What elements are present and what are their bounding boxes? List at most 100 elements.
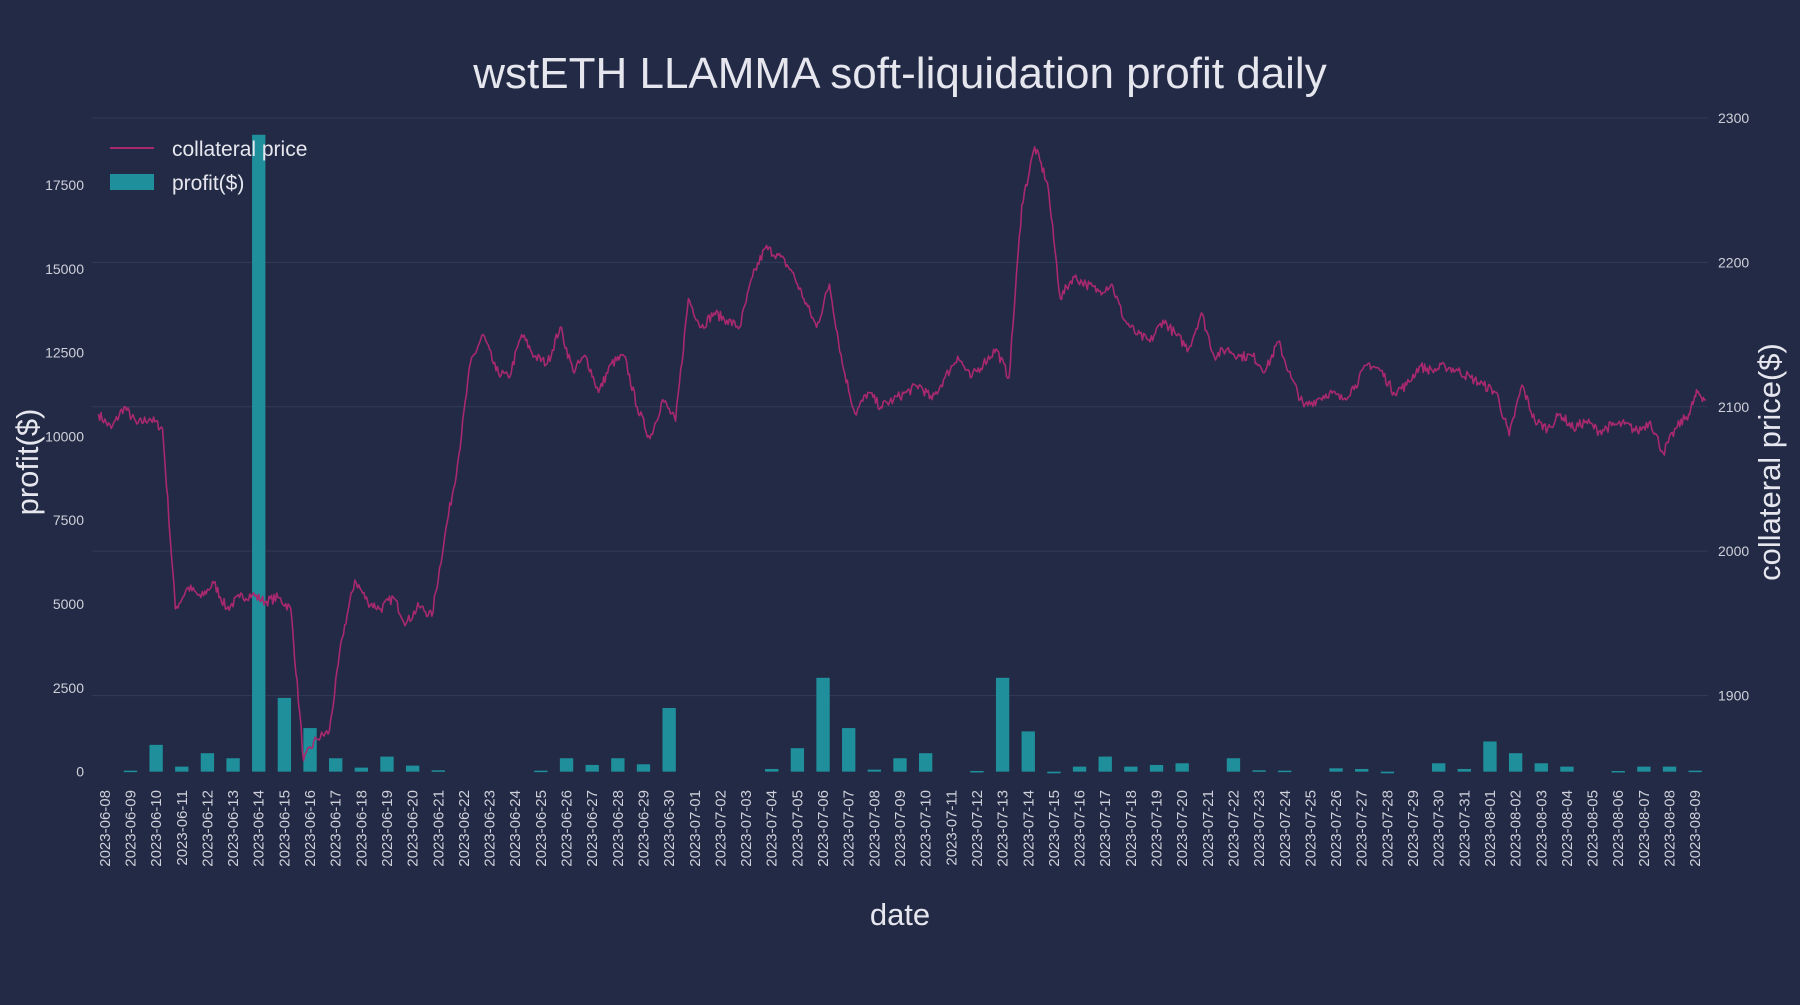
x-tick-label: 2023-07-10 xyxy=(918,790,935,867)
x-tick-label: 2023-07-28 xyxy=(1379,790,1396,867)
x-tick-label: 2023-08-04 xyxy=(1559,790,1576,867)
x-tick-label: 2023-06-10 xyxy=(148,790,165,867)
profit-bar xyxy=(1483,741,1497,772)
profit-bar xyxy=(1380,771,1395,774)
profit-bar xyxy=(867,769,882,772)
x-tick-label: 2023-07-23 xyxy=(1251,790,1268,867)
profit-bar xyxy=(995,677,1010,772)
profit-bar xyxy=(200,753,215,772)
x-tick-label: 2023-06-25 xyxy=(533,790,550,867)
x-tick-label: 2023-06-26 xyxy=(559,790,576,867)
profit-bar xyxy=(1072,766,1087,772)
line-layer xyxy=(97,146,1707,762)
x-tick-label: 2023-07-14 xyxy=(1020,790,1037,867)
x-tick-label: 2023-06-27 xyxy=(584,790,601,867)
y-tick-label-right: 2300 xyxy=(1718,110,1749,126)
x-tick-label: 2023-07-04 xyxy=(764,790,781,867)
profit-bar xyxy=(1457,768,1471,772)
x-tick-label: 2023-07-03 xyxy=(738,790,755,867)
profit-bar xyxy=(585,764,599,772)
x-tick-label: 2023-07-22 xyxy=(1225,790,1242,867)
profit-bar xyxy=(636,764,651,772)
profit-bar xyxy=(842,728,856,772)
chart-title: wstETH LLAMMA soft-liquidation profit da… xyxy=(472,49,1326,98)
y-axis-right-title: collateral price($) xyxy=(1752,343,1787,581)
x-tick-label: 2023-07-18 xyxy=(1123,790,1140,867)
profit-bar xyxy=(1662,766,1677,772)
x-tick-label: 2023-07-16 xyxy=(1072,790,1089,867)
x-tick-label: 2023-06-20 xyxy=(405,790,422,867)
profit-bar xyxy=(175,766,189,772)
x-tick-label: 2023-06-16 xyxy=(302,790,319,867)
profit-bar xyxy=(534,770,548,773)
x-tick-label: 2023-07-13 xyxy=(995,790,1012,867)
profit-bar xyxy=(1047,771,1061,774)
x-tick-label: 2023-06-23 xyxy=(482,790,499,867)
y-tick-label-right: 2100 xyxy=(1718,399,1749,415)
x-tick-label: 2023-06-30 xyxy=(661,790,678,867)
y-axis-left-title: profit($) xyxy=(10,409,45,516)
x-tick-label: 2023-07-15 xyxy=(1046,790,1063,867)
profit-bar xyxy=(611,758,625,772)
profit-bar xyxy=(380,756,394,772)
profit-bar xyxy=(1329,768,1343,772)
x-tick-label: 2023-06-14 xyxy=(251,790,268,867)
profit-bar xyxy=(1252,770,1266,772)
legend-label-collateral-price: collateral price xyxy=(172,138,307,161)
legend: collateral price profit($) xyxy=(110,138,307,195)
y-tick-label-right: 2200 xyxy=(1718,254,1749,270)
legend-label-profit: profit($) xyxy=(172,172,244,195)
x-tick-label: 2023-07-20 xyxy=(1174,790,1191,867)
y-tick-label-left: 2500 xyxy=(53,680,84,696)
profit-bar xyxy=(1175,763,1189,772)
profit-bar xyxy=(662,707,676,772)
y-tick-label-left: 0 xyxy=(76,764,84,780)
x-tick-label: 2023-06-18 xyxy=(353,790,370,867)
x-tick-label: 2023-06-11 xyxy=(174,790,191,866)
grid-layer xyxy=(92,117,1708,697)
x-tick-label: 2023-07-01 xyxy=(687,790,704,867)
profit-bar xyxy=(354,767,369,772)
y-tick-label-left: 17500 xyxy=(45,177,84,193)
profit-bar xyxy=(816,677,830,772)
x-tick-label: 2023-08-09 xyxy=(1687,790,1704,867)
profit-bar xyxy=(1508,753,1523,772)
x-tick-label: 2023-08-01 xyxy=(1482,790,1499,867)
profit-bar xyxy=(1688,770,1702,773)
profit-bar xyxy=(893,758,907,772)
x-tick-label: 2023-06-28 xyxy=(610,790,627,867)
profit-bar xyxy=(790,748,805,772)
y-tick-label-left: 15000 xyxy=(45,261,84,277)
x-tick-label: 2023-07-24 xyxy=(1277,790,1294,867)
profit-bar xyxy=(765,768,779,772)
profit-bar xyxy=(1560,766,1574,772)
x-tick-label: 2023-07-26 xyxy=(1328,790,1345,867)
y-tick-label-right: 2000 xyxy=(1718,543,1749,559)
profit-bar xyxy=(1021,731,1035,772)
x-axis-title: date xyxy=(870,897,930,932)
x-tick-label: 2023-07-02 xyxy=(712,790,729,867)
x-tick-label: 2023-08-08 xyxy=(1662,790,1679,867)
x-tick-label: 2023-07-12 xyxy=(969,790,986,867)
x-tick-label: 2023-06-13 xyxy=(225,790,242,867)
profit-bar xyxy=(1278,770,1292,773)
y-tick-label-left: 10000 xyxy=(45,428,84,444)
x-tick-label: 2023-07-29 xyxy=(1405,790,1422,867)
profit-bar xyxy=(149,744,163,772)
x-tick-label: 2023-07-06 xyxy=(815,790,832,867)
x-tick-label: 2023-07-09 xyxy=(892,790,909,867)
profit-bar xyxy=(329,758,343,772)
profit-bar xyxy=(431,770,445,772)
x-tick-label: 2023-06-19 xyxy=(379,790,396,867)
profit-bar xyxy=(123,770,138,773)
x-tick-label: 2023-07-05 xyxy=(789,790,806,867)
profit-bar xyxy=(1355,768,1369,772)
x-tick-label: 2023-07-08 xyxy=(866,790,883,867)
x-tick-label: 2023-06-17 xyxy=(328,790,345,867)
x-tick-label: 2023-08-06 xyxy=(1610,790,1627,867)
x-tick-label: 2023-07-11 xyxy=(943,790,960,866)
x-tick-label: 2023-06-22 xyxy=(456,790,473,867)
x-tick-label: 2023-06-15 xyxy=(276,790,293,867)
